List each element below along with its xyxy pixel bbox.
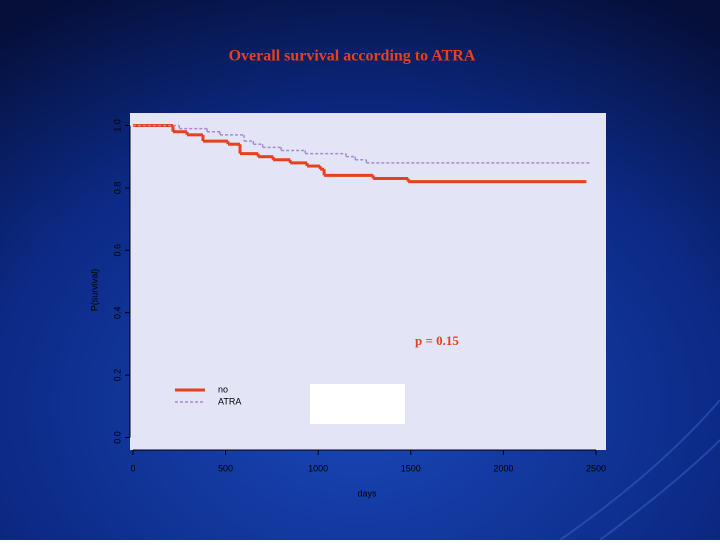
legend-label: ATRA bbox=[218, 396, 241, 406]
x-tick-label: 2500 bbox=[586, 463, 606, 473]
legend-label: no bbox=[218, 384, 228, 394]
y-tick-label: 0.0 bbox=[112, 431, 122, 444]
y-tick-label: 0.6 bbox=[112, 244, 122, 257]
x-tick-label: 0 bbox=[130, 463, 135, 473]
x-tick-label: 500 bbox=[218, 463, 233, 473]
y-axis-title: P(survival) bbox=[89, 269, 99, 312]
chart-title: Overall survival according to ATRA bbox=[229, 48, 476, 65]
y-tick-label: 0.2 bbox=[112, 369, 122, 382]
blank-box bbox=[310, 384, 405, 424]
annotation: p = 0.15 bbox=[415, 333, 459, 348]
y-tick-label: 0.4 bbox=[112, 306, 122, 319]
y-tick-label: 1.0 bbox=[112, 119, 122, 132]
x-tick-label: 1000 bbox=[308, 463, 328, 473]
y-tick-label: 0.8 bbox=[112, 182, 122, 195]
x-axis-title: days bbox=[357, 488, 377, 498]
x-tick-label: 1500 bbox=[401, 463, 421, 473]
x-tick-label: 2000 bbox=[493, 463, 513, 473]
decoration bbox=[559, 399, 720, 541]
chart: 0 500 1000 1500 2000 2500 0.0 0.2 0.4 0.6 0.8 1.0 no… bbox=[112, 119, 606, 473]
